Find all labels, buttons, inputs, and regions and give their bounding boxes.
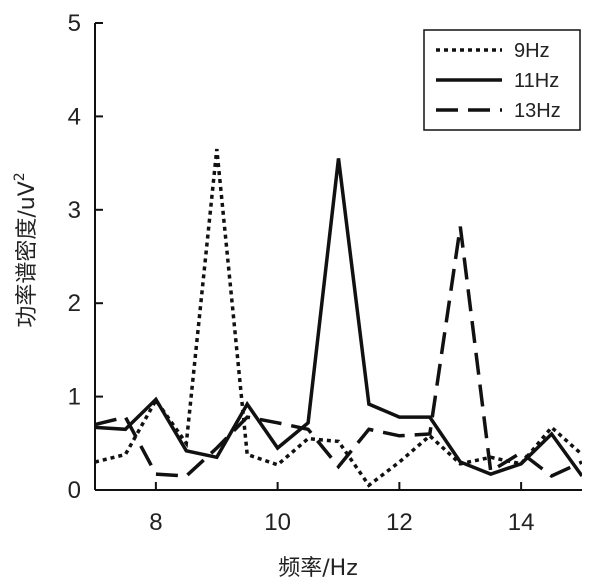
series-line-13Hz — [95, 226, 582, 479]
axes — [94, 22, 582, 491]
plot-area — [95, 148, 582, 488]
legend-label: 11Hz — [514, 70, 559, 92]
y-tick-label: 5 — [68, 10, 81, 37]
x-tick-label: 14 — [508, 509, 535, 536]
x-axis-title: 频率/Hz — [278, 556, 358, 581]
y-tick-label: 4 — [68, 103, 81, 130]
x-tick-label: 12 — [386, 509, 413, 536]
x-tick-label: 10 — [264, 509, 291, 536]
y-tick-label: 1 — [68, 384, 81, 411]
y-tick-label: 3 — [68, 197, 81, 224]
series-line-11Hz — [95, 158, 582, 478]
legend-label: 9Hz — [514, 40, 550, 62]
y-axis-title: 功率谱密度/uV — [15, 181, 40, 327]
svg-text:功率谱密度/uV2: 功率谱密度/uV2 — [12, 172, 40, 327]
series-line-9Hz — [95, 148, 582, 488]
y-tick-label: 2 — [68, 290, 81, 317]
y-axis-title-group: 功率谱密度/uV2 — [12, 172, 40, 327]
legend-label: 13Hz — [514, 100, 561, 122]
y-axis-title-superscript: 2 — [12, 172, 28, 181]
y-tick-label: 0 — [68, 477, 81, 504]
x-tick-label: 8 — [149, 509, 162, 536]
legend: 9Hz 11Hz 13Hz — [423, 29, 581, 131]
